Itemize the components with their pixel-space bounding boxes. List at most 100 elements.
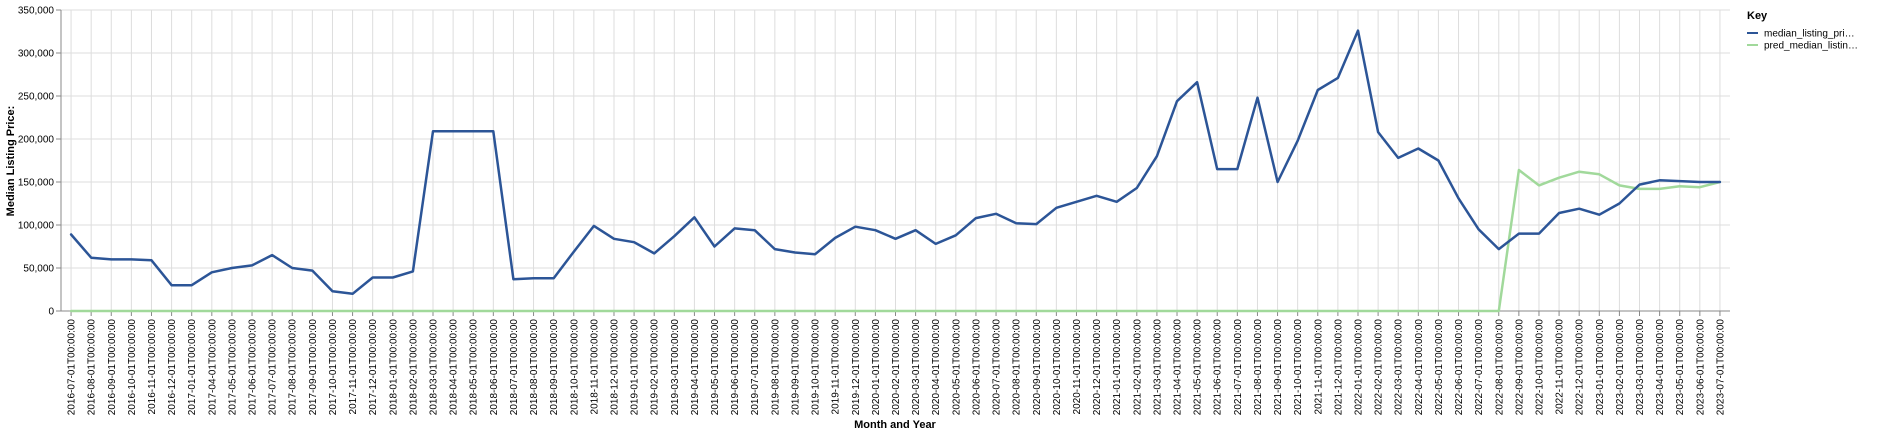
x-tick-label: 2023-03-01T00:00:00: [1635, 319, 1646, 416]
x-tick-label: 2016-09-01T00:00:00: [107, 319, 118, 416]
legend-label-1: pred_median_listin…: [1764, 41, 1858, 52]
y-tick-label: 250,000: [18, 92, 55, 103]
x-tick-label: 2020-06-01T00:00:00: [971, 319, 982, 416]
x-tick-label: 2021-08-01T00:00:00: [1253, 319, 1264, 416]
x-tick-label: 2019-09-01T00:00:00: [790, 319, 801, 416]
x-tick-label: 2020-03-01T00:00:00: [911, 319, 922, 416]
x-tick-label: 2021-09-01T00:00:00: [1273, 319, 1284, 416]
x-tick-label: 2019-12-01T00:00:00: [851, 319, 862, 416]
x-tick-label: 2018-10-01T00:00:00: [569, 319, 580, 416]
legend: Key median_listing_pri…pred_median_listi…: [1747, 10, 1858, 52]
series-line-0: [69, 29, 1722, 296]
x-tick-label: 2017-06-01T00:00:00: [248, 319, 259, 416]
x-tick-label: 2021-10-01T00:00:00: [1293, 319, 1304, 416]
gridlines: [61, 9, 1730, 312]
x-tick-label: 2019-06-01T00:00:00: [730, 319, 741, 416]
y-tick-label: 350,000: [18, 6, 55, 17]
x-tick-label: 2020-09-01T00:00:00: [1032, 319, 1043, 416]
y-tick-label: 150,000: [18, 178, 55, 189]
x-tick-label: 2019-08-01T00:00:00: [770, 319, 781, 416]
x-tick-label: 2019-10-01T00:00:00: [811, 319, 822, 416]
x-tick-label: 2022-12-01T00:00:00: [1575, 319, 1586, 416]
x-tick-label: 2023-06-01T00:00:00: [1695, 319, 1706, 416]
x-tick-label: 2021-06-01T00:00:00: [1213, 319, 1224, 416]
x-tick-label: 2021-02-01T00:00:00: [1132, 319, 1143, 416]
x-tick-label: 2017-05-01T00:00:00: [227, 319, 238, 416]
x-tick-label: 2017-10-01T00:00:00: [328, 319, 339, 416]
x-tick-label: 2020-07-01T00:00:00: [992, 319, 1003, 416]
y-tick-label: 200,000: [18, 135, 55, 146]
legend-label-0: median_listing_pri…: [1764, 29, 1855, 40]
x-tick-label: 2022-04-01T00:00:00: [1414, 319, 1425, 416]
x-tick-label: 2019-07-01T00:00:00: [750, 319, 761, 416]
x-tick-label: 2018-12-01T00:00:00: [609, 319, 620, 416]
x-tick-label: 2016-11-01T00:00:00: [147, 319, 158, 415]
series-line-1: [69, 168, 1722, 313]
x-tick-label: 2019-01-01T00:00:00: [630, 319, 641, 416]
x-tick-label: 2017-07-01T00:00:00: [268, 319, 279, 416]
x-tick-label: 2019-05-01T00:00:00: [710, 319, 721, 416]
x-tick-label: 2020-10-01T00:00:00: [1052, 319, 1063, 416]
x-tick-label: 2022-02-01T00:00:00: [1374, 319, 1385, 416]
x-tick-label: 2021-04-01T00:00:00: [1173, 319, 1184, 416]
x-tick-label: 2017-12-01T00:00:00: [368, 319, 379, 416]
x-tick-label: 2023-07-01T00:00:00: [1715, 319, 1726, 416]
x-axis-title: Month and Year: [854, 419, 936, 431]
x-tick-label: 2022-09-01T00:00:00: [1514, 319, 1525, 416]
x-tick-label: 2023-05-01T00:00:00: [1675, 319, 1686, 416]
x-tick-label: 2017-09-01T00:00:00: [308, 319, 319, 416]
y-axis-title: Median Listing Price:: [5, 106, 17, 217]
x-tick-label: 2022-07-01T00:00:00: [1474, 319, 1485, 416]
x-tick-label: 2016-08-01T00:00:00: [87, 319, 98, 416]
x-tick-label: 2018-05-01T00:00:00: [469, 319, 480, 416]
tick-labels: 0 50,000 100,000 150,000 200,000 250,000 300,0…: [18, 6, 1727, 416]
x-tick-label: 2020-05-01T00:00:00: [951, 319, 962, 416]
x-tick-label: 2023-04-01T00:00:00: [1655, 319, 1666, 416]
x-tick-label: 2018-01-01T00:00:00: [388, 319, 399, 416]
x-tick-label: 2021-01-01T00:00:00: [1112, 319, 1123, 416]
y-tick-label: 0: [48, 307, 54, 318]
x-tick-label: 2016-12-01T00:00:00: [167, 319, 178, 416]
x-tick-label: 2019-04-01T00:00:00: [690, 319, 701, 416]
y-tick-label: 50,000: [23, 264, 54, 275]
x-tick-label: 2018-02-01T00:00:00: [408, 319, 419, 416]
y-tick-label: 100,000: [18, 221, 55, 232]
x-tick-label: 2018-09-01T00:00:00: [549, 319, 560, 416]
x-tick-label: 2021-05-01T00:00:00: [1193, 319, 1204, 416]
x-tick-label: 2022-08-01T00:00:00: [1494, 319, 1505, 416]
x-tick-label: 2020-01-01T00:00:00: [871, 319, 882, 416]
x-tick-label: 2017-08-01T00:00:00: [288, 319, 299, 416]
x-tick-label: 2020-02-01T00:00:00: [891, 319, 902, 416]
x-tick-label: 2018-07-01T00:00:00: [509, 319, 520, 416]
x-tick-label: 2019-11-01T00:00:00: [831, 319, 842, 415]
x-tick-label: 2018-08-01T00:00:00: [529, 319, 540, 416]
x-tick-label: 2023-01-01T00:00:00: [1595, 319, 1606, 416]
x-tick-label: 2018-03-01T00:00:00: [429, 319, 440, 416]
x-tick-label: 2021-11-01T00:00:00: [1313, 319, 1324, 415]
y-tick-label: 300,000: [18, 49, 55, 60]
x-tick-label: 2021-07-01T00:00:00: [1233, 319, 1244, 416]
x-tick-label: 2017-01-01T00:00:00: [187, 319, 198, 416]
series-lines: [69, 29, 1722, 313]
x-tick-label: 2022-06-01T00:00:00: [1454, 319, 1465, 416]
x-tick-label: 2020-12-01T00:00:00: [1092, 319, 1103, 416]
x-tick-label: 2021-12-01T00:00:00: [1333, 319, 1344, 416]
x-tick-label: 2016-10-01T00:00:00: [127, 319, 138, 416]
x-tick-label: 2021-03-01T00:00:00: [1152, 319, 1163, 416]
x-tick-label: 2022-10-01T00:00:00: [1534, 319, 1545, 416]
x-tick-label: 2018-04-01T00:00:00: [449, 319, 460, 416]
x-tick-label: 2017-11-01T00:00:00: [348, 319, 359, 415]
legend-title: Key: [1747, 10, 1768, 22]
x-tick-label: 2020-08-01T00:00:00: [1012, 319, 1023, 416]
x-tick-label: 2018-06-01T00:00:00: [489, 319, 500, 416]
x-tick-label: 2022-05-01T00:00:00: [1434, 319, 1445, 416]
x-tick-label: 2017-04-01T00:00:00: [207, 319, 218, 416]
x-tick-label: 2016-07-01T00:00:00: [67, 319, 78, 416]
x-tick-label: 2023-02-01T00:00:00: [1615, 319, 1626, 416]
x-tick-label: 2018-11-01T00:00:00: [589, 319, 600, 415]
x-tick-label: 2022-01-01T00:00:00: [1353, 319, 1364, 416]
x-tick-label: 2020-11-01T00:00:00: [1072, 319, 1083, 415]
x-tick-label: 2019-03-01T00:00:00: [670, 319, 681, 416]
x-tick-label: 2020-04-01T00:00:00: [931, 319, 942, 416]
